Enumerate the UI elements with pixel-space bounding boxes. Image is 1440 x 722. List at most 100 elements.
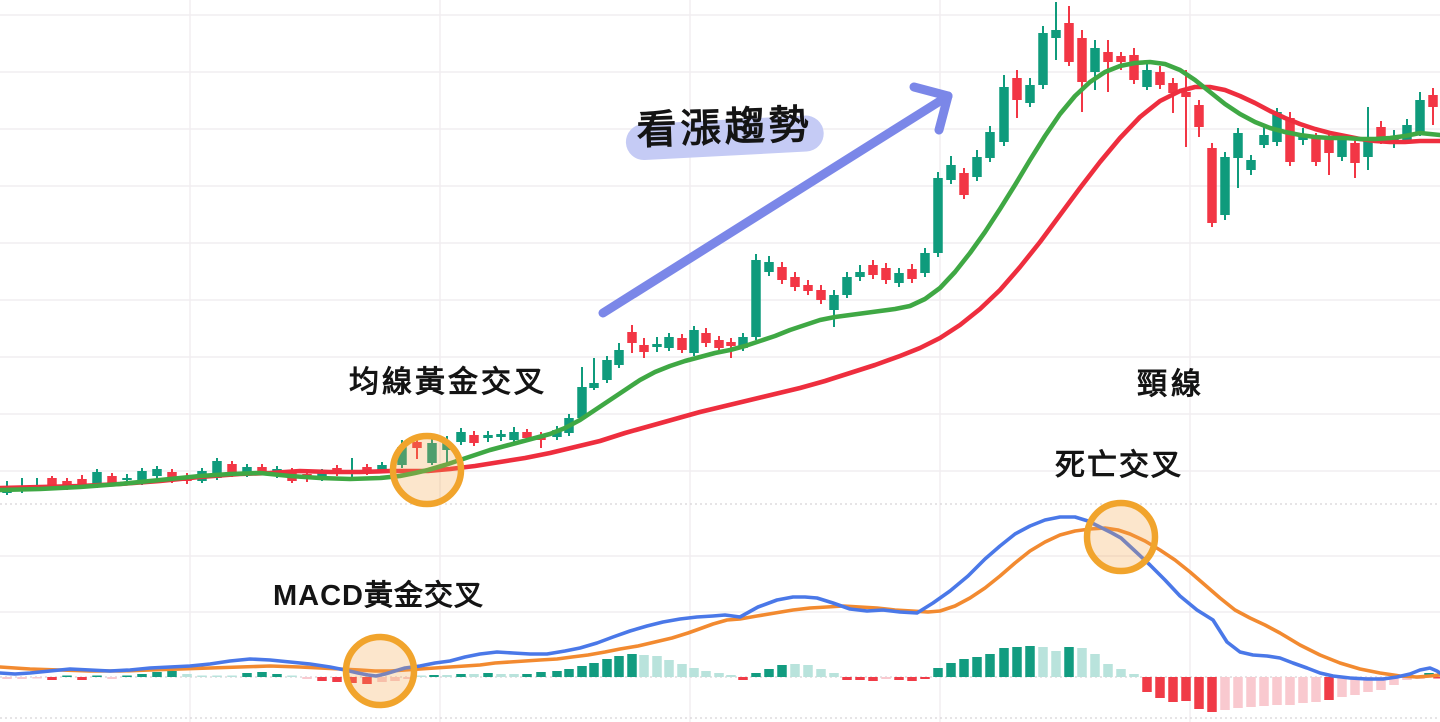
candle-body-down xyxy=(881,268,891,280)
histogram-bar-down xyxy=(907,677,917,681)
macd-line xyxy=(0,515,1440,681)
histogram-bar-down xyxy=(2,677,12,679)
histogram-bar-down xyxy=(390,677,400,681)
histogram-bar-up xyxy=(287,675,297,677)
histogram-bar-up xyxy=(677,664,687,677)
histogram-bar-up xyxy=(577,666,587,677)
candle-body-up xyxy=(483,435,493,438)
candle-body-up xyxy=(1025,85,1035,103)
candle-body-down xyxy=(777,267,787,280)
ma-golden-cross-circle xyxy=(389,432,465,508)
histogram-bar-up xyxy=(152,672,162,677)
histogram-bar-up xyxy=(1129,674,1139,677)
candle-body-up xyxy=(1363,137,1373,157)
histogram-bar-down xyxy=(1337,677,1347,697)
histogram-bar-down xyxy=(1363,677,1373,692)
histogram-bar-up xyxy=(1090,654,1100,677)
histogram-bar-down xyxy=(1233,677,1243,708)
histogram-bar-up xyxy=(1077,648,1087,677)
candle-body-down xyxy=(714,340,724,348)
histogram-bar-up xyxy=(429,675,439,677)
candle-body-up xyxy=(1246,160,1256,170)
histogram-bar-down xyxy=(738,677,748,680)
histogram-bar-down xyxy=(1389,677,1399,685)
candle-body-up xyxy=(122,478,132,480)
histogram-bar-down xyxy=(1350,677,1360,695)
histogram-bar-down xyxy=(377,677,387,682)
candle-body-down xyxy=(639,345,649,352)
candle-body-up xyxy=(738,337,748,348)
histogram-bar-up xyxy=(602,659,612,677)
histogram-bar-up xyxy=(972,657,982,677)
histogram-bar-up xyxy=(552,671,562,677)
candle-body-up xyxy=(999,87,1009,142)
histogram-bar-up xyxy=(564,669,574,677)
histogram-bar-up xyxy=(1012,647,1022,677)
annotation-macd-golden-cross: MACD黃金交叉 xyxy=(273,580,484,612)
candle-body-up xyxy=(1259,135,1269,145)
candle-body-down xyxy=(627,332,637,343)
histogram-bar-up xyxy=(197,675,207,677)
histogram-bar-up xyxy=(1025,646,1035,677)
histogram-bar-up xyxy=(829,673,839,677)
histogram-bar-down xyxy=(362,677,372,684)
candle-body-up xyxy=(1337,140,1347,157)
candle-body-down xyxy=(868,265,878,275)
histogram-bar-up xyxy=(456,674,466,677)
annotation-neckline: 頸線 xyxy=(1137,368,1205,401)
macd-signal xyxy=(0,526,1440,679)
candle-body-down xyxy=(677,338,687,350)
histogram-bar-up xyxy=(137,674,147,677)
histogram-bar-down xyxy=(403,677,413,679)
candle-body-up xyxy=(242,467,252,474)
candle-body-up xyxy=(212,461,222,478)
candle-body-up xyxy=(764,262,774,272)
candle-body-down xyxy=(1077,38,1087,82)
candle-body-down xyxy=(816,290,826,300)
histogram-bar-up xyxy=(122,675,132,677)
candle-body-down xyxy=(726,342,736,346)
histogram-bar-up xyxy=(726,675,736,677)
candle-body-up xyxy=(509,432,519,440)
histogram-bar-up xyxy=(589,663,599,677)
death-cross-circle xyxy=(1083,499,1159,575)
histogram-bar-up xyxy=(652,656,662,677)
histogram-bar-down xyxy=(77,677,87,680)
candle-body-down xyxy=(1181,92,1191,97)
histogram-bar-up xyxy=(416,675,426,677)
histogram-bar-down xyxy=(1220,677,1230,710)
histogram-bar-up xyxy=(614,656,624,677)
highlight-circles xyxy=(342,432,1159,709)
candle-body-up xyxy=(496,434,506,437)
histogram-bar-up xyxy=(1064,647,1074,677)
histogram-bar-down xyxy=(107,677,117,679)
candle-body-up xyxy=(92,472,102,486)
candle-body-down xyxy=(227,464,237,474)
histogram-bar-down xyxy=(1142,677,1152,692)
histogram-bar-up xyxy=(227,675,237,677)
histogram-bar-up xyxy=(522,674,532,677)
ma-fast xyxy=(0,59,1440,493)
candle-body-up xyxy=(456,432,466,442)
histogram-bar-up xyxy=(664,660,674,677)
histogram-bar-up xyxy=(1116,669,1126,677)
histogram-bar-down xyxy=(1259,677,1269,706)
candle-body-up xyxy=(1402,125,1412,140)
candle-body-up xyxy=(1220,157,1230,215)
candle-body-down xyxy=(1103,52,1113,62)
histogram-bar-up xyxy=(1051,651,1061,677)
candle-body-up xyxy=(689,330,699,353)
candle-body-up xyxy=(842,277,852,295)
candle-body-up xyxy=(602,360,612,380)
candle-body-down xyxy=(1012,78,1022,100)
histogram-bar-down xyxy=(1272,677,1282,705)
histogram-bar-up xyxy=(242,673,252,677)
histogram-bar-up xyxy=(714,673,724,677)
histogram-bar-down xyxy=(881,677,891,679)
histogram-bar-down xyxy=(317,677,327,681)
candle-body-up xyxy=(577,387,587,418)
histogram-bar-up xyxy=(536,672,546,677)
candle-body-down xyxy=(1155,72,1165,85)
candle-body-down xyxy=(1428,95,1438,107)
